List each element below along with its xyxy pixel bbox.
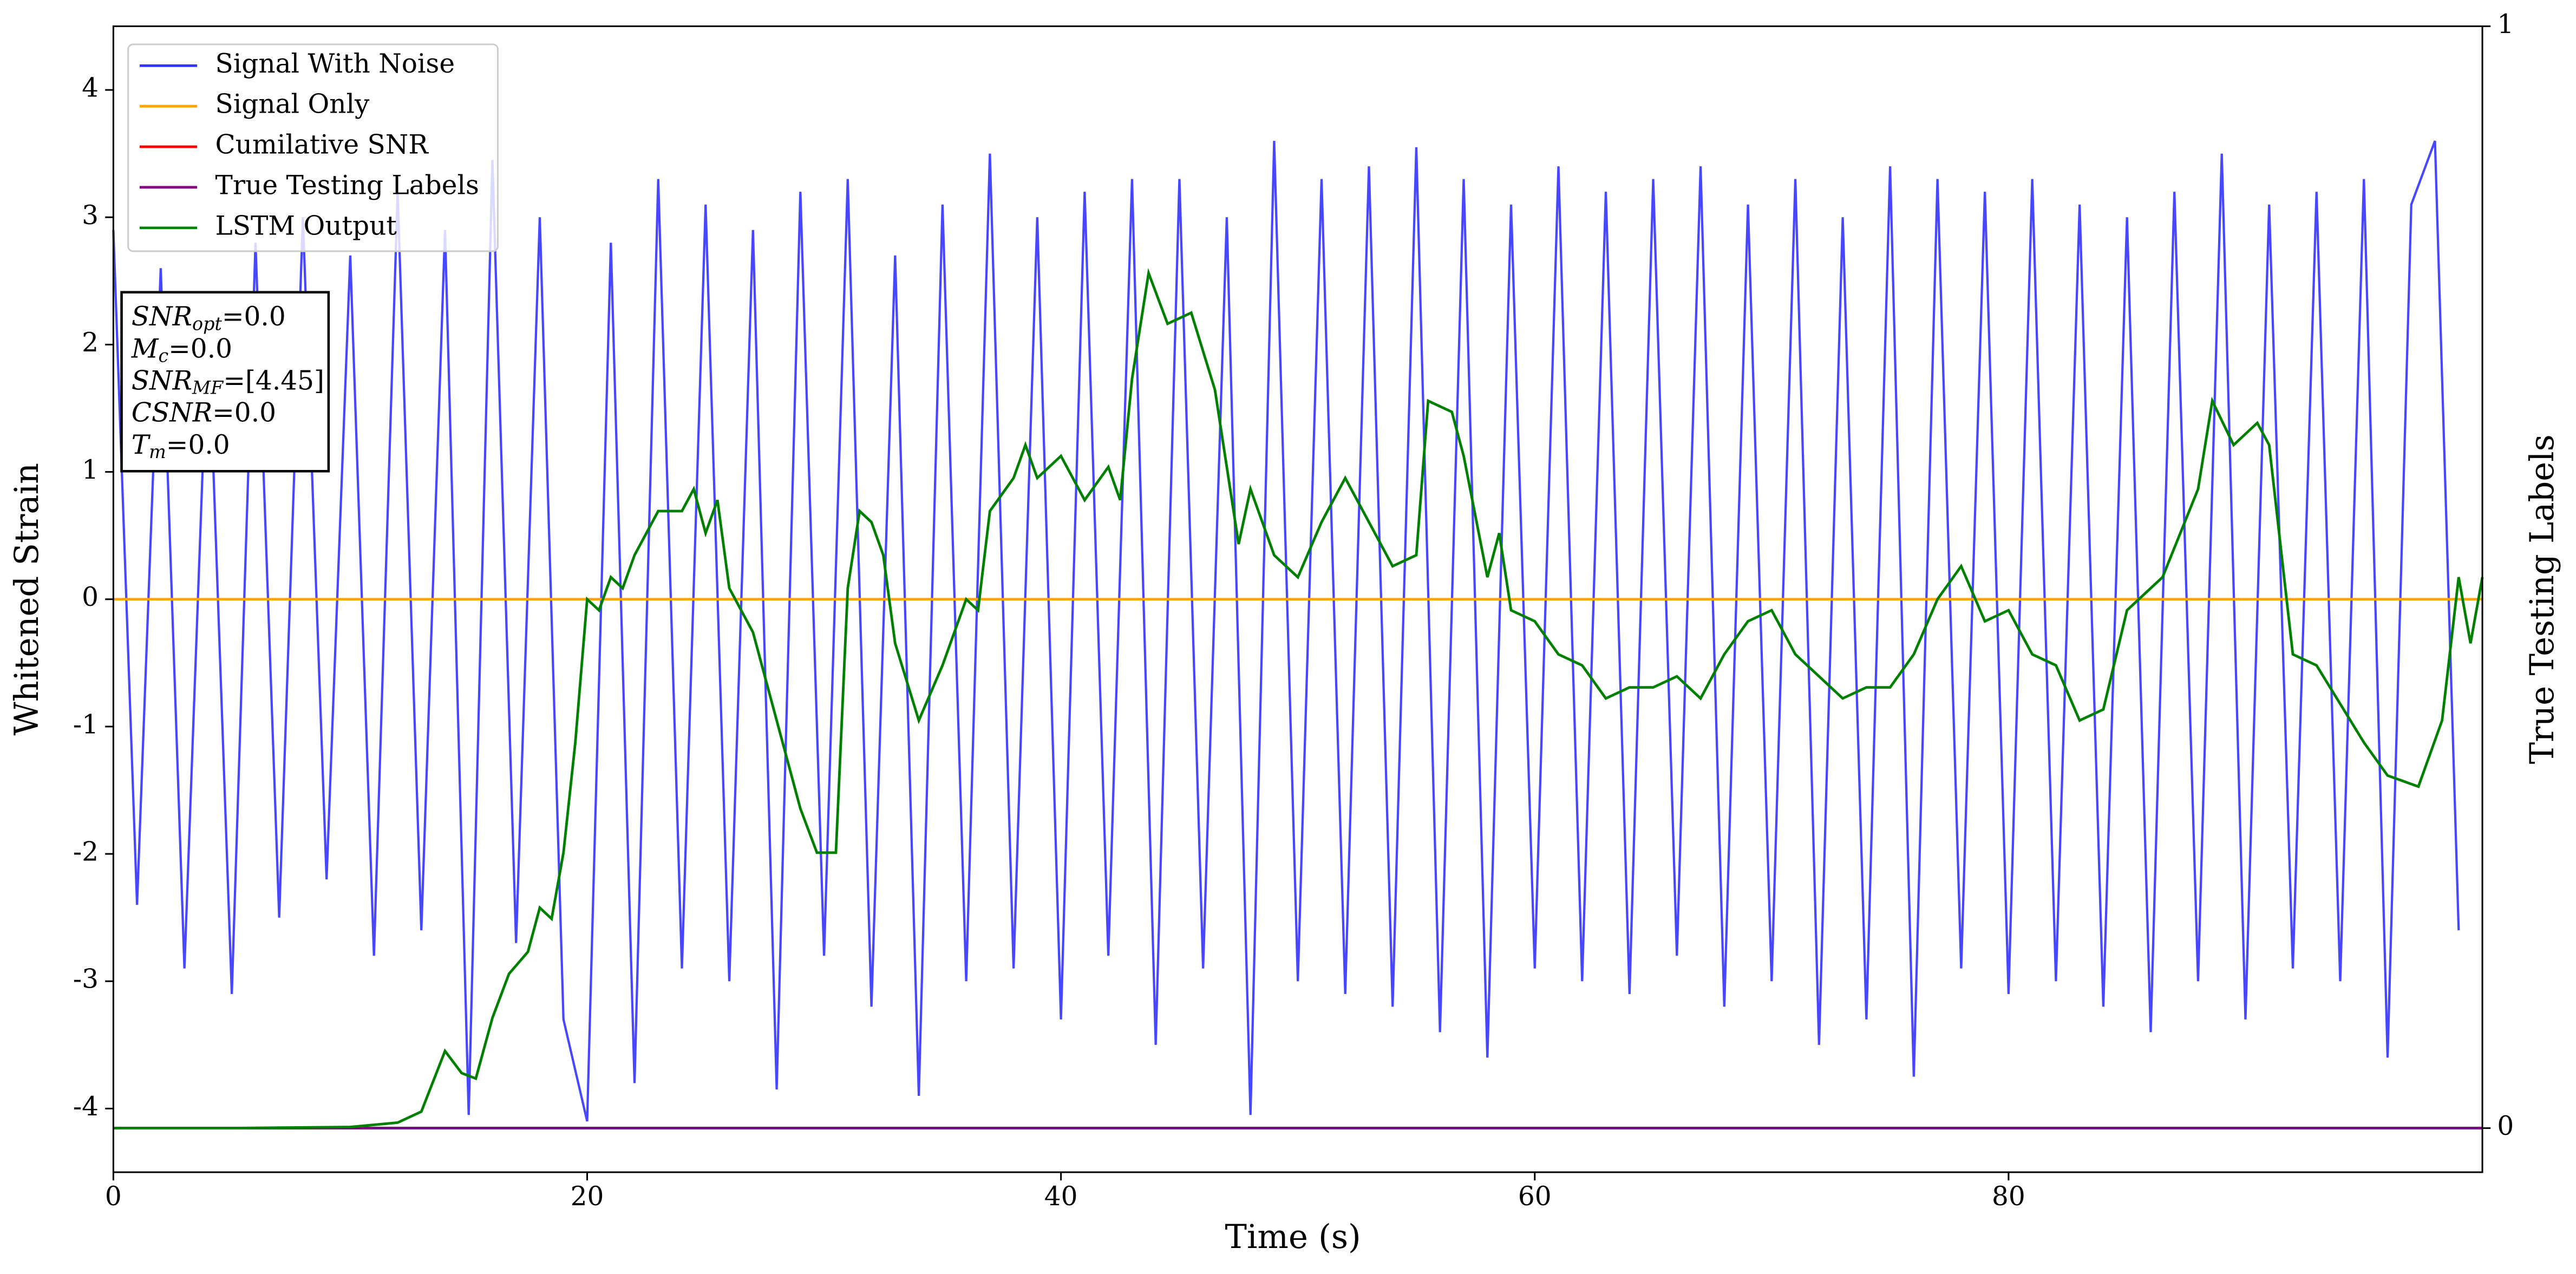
annotation-value: =0.0 — [222, 302, 286, 332]
annotation-subscript: m — [149, 441, 166, 462]
legend-label: LSTM Output — [215, 211, 397, 241]
plot-frame — [112, 25, 2483, 1173]
y-tick-label: 1 — [82, 455, 99, 485]
y-tick-label: -2 — [73, 837, 99, 867]
annotation-symbol: SNR — [132, 302, 192, 332]
x-tick-label: 0 — [105, 1181, 122, 1212]
annotation-value: =0.0 — [168, 334, 232, 364]
annotation-value: =[4.45] — [223, 365, 324, 396]
y2-tick-label: 1 — [2497, 9, 2514, 40]
y-tick-label: -4 — [73, 1092, 99, 1122]
annotation-symbol: CSNR — [132, 397, 212, 428]
annotation-line: Mc=0.0 — [131, 334, 232, 367]
annotation-line: Tm=0.0 — [132, 429, 230, 462]
annotation-value: =0.0 — [212, 397, 276, 428]
annotation-line: SNRopt=0.0 — [132, 302, 286, 335]
annotation-symbol: SNR — [132, 365, 192, 396]
y2-tick-label: 0 — [2497, 1111, 2514, 1141]
x-tick-label: 60 — [1518, 1181, 1552, 1212]
annotation-frame — [120, 291, 330, 473]
series-line — [113, 267, 2484, 1130]
legend-label: True Testing Labels — [215, 170, 479, 200]
annotation-value: =0.0 — [166, 429, 230, 460]
x-tick-label: 40 — [1044, 1181, 1078, 1212]
annotation-box: SNRopt=0.0Mc=0.0SNRMF=[4.45]CSNR=0.0Tm=0… — [120, 291, 330, 473]
annotation-symbol: T — [132, 429, 151, 460]
y-tick-label: 2 — [82, 328, 99, 358]
y-tick-label: -1 — [73, 709, 99, 740]
x-tick-label: 20 — [571, 1181, 604, 1212]
annotation-subscript: c — [158, 345, 168, 367]
annotation-line: CSNR=0.0 — [132, 397, 276, 428]
legend-label: Signal Only — [215, 89, 370, 120]
annotation-subscript: MF — [192, 377, 224, 398]
annotation-symbol: M — [131, 334, 159, 364]
annotation-line: SNRMF=[4.45] — [132, 365, 324, 398]
legend-label: Signal With Noise — [215, 49, 455, 79]
y-tick-label: 3 — [82, 200, 99, 231]
series-line — [112, 140, 2460, 1122]
legend-box — [127, 43, 499, 252]
x-tick-label: 80 — [1992, 1181, 2025, 1212]
y-tick-label: -3 — [73, 964, 99, 995]
y-tick-label: 0 — [82, 582, 99, 612]
annotation-subscript: opt — [192, 313, 222, 334]
legend-label: Cumilative SNR — [215, 130, 429, 160]
y-axis-label: Whitened Strain — [8, 463, 46, 736]
y2-axis-label: True Testing Labels — [2523, 434, 2561, 764]
legend: Signal With Noise Signal Only Cumilative S… — [127, 43, 499, 252]
x-axis-label: Time (s) — [1225, 1218, 1361, 1256]
y-tick-label: 4 — [82, 73, 99, 103]
